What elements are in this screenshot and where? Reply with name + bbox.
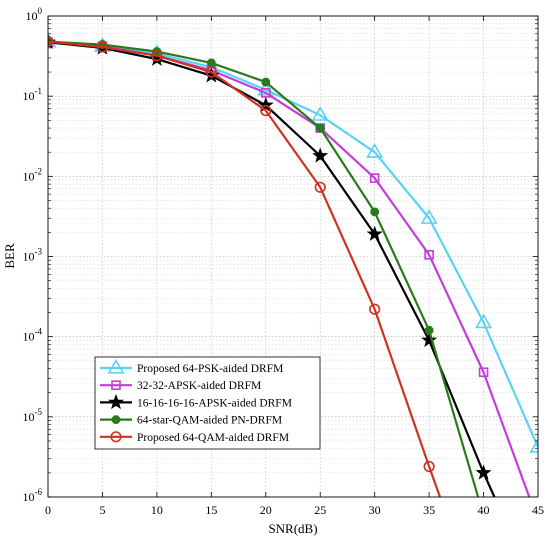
data-point <box>366 225 383 241</box>
x-tick-label: 25 <box>314 503 326 517</box>
data-point <box>366 143 384 158</box>
x-tick-label: 5 <box>99 503 105 517</box>
x-axis-label: SNR(dB) <box>268 521 317 536</box>
data-point <box>529 437 538 453</box>
data-point <box>424 326 434 335</box>
data-point <box>260 88 271 98</box>
legend-label: 32-32-APSK-aided DRFM <box>137 380 261 392</box>
data-point <box>478 367 489 378</box>
data-point <box>420 209 438 224</box>
data-point <box>421 331 438 348</box>
legend-marker <box>111 415 121 424</box>
legend-marker <box>108 394 124 410</box>
series-group <box>48 32 538 497</box>
data-point <box>369 303 381 315</box>
x-tick-label: 45 <box>532 503 544 517</box>
data-point <box>257 96 274 113</box>
tick-labels: 0 5 10 15 20 25 30 35 40 45 100 10-1 10-2 10-3 10-4 10-… <box>23 6 545 517</box>
data-point <box>261 77 271 87</box>
legend-item: 32-32-APSK-aided DRFM <box>100 380 261 392</box>
y-tick-label: 100 <box>26 6 43 23</box>
legend-label: Proposed 64-PSK-aided DRFM <box>137 363 283 375</box>
series-line <box>48 40 442 497</box>
data-point <box>312 147 329 163</box>
x-tick-label: 0 <box>45 503 51 517</box>
x-tick-label: 40 <box>478 503 490 517</box>
x-tick-label: 20 <box>260 503 272 517</box>
legend-item: Proposed 64-PSK-aided DRFM <box>100 358 283 375</box>
legend-item: 16-16-16-16-APSK-aided DRFM <box>100 394 292 410</box>
data-point <box>311 106 329 121</box>
legend-marker <box>110 431 122 443</box>
legend: Proposed 64-PSK-aided DRFM 32-32-APSK-aid… <box>94 356 321 450</box>
legend-label: 16-16-16-16-APSK-aided DRFM <box>137 397 292 409</box>
data-point <box>96 41 109 53</box>
data-point <box>475 464 492 480</box>
x-tick-label: 15 <box>205 503 217 517</box>
y-tick-label: 10-4 <box>23 327 43 344</box>
y-tick-label: 10-3 <box>23 247 43 264</box>
legend-marker <box>107 358 125 374</box>
data-point <box>315 123 325 133</box>
y-tick-label: 10-5 <box>23 407 43 424</box>
y-axis-label: BER <box>2 243 17 269</box>
x-tick-label: 10 <box>151 503 163 517</box>
y-tick-label: 10-6 <box>23 487 43 504</box>
data-point <box>260 105 272 117</box>
data-point <box>369 173 380 183</box>
y-tick-label: 10-2 <box>23 166 43 183</box>
series-line <box>48 41 496 497</box>
data-point <box>475 313 493 329</box>
data-point <box>205 66 217 78</box>
data-point <box>370 207 379 217</box>
legend-label: 64-star-QAM-aided PN-DRFM <box>137 415 282 427</box>
legend-item: 64-star-QAM-aided PN-DRFM <box>100 415 282 427</box>
ticks <box>47 15 539 498</box>
data-point <box>423 460 435 473</box>
y-tick-label: 10-1 <box>23 86 43 103</box>
data-point <box>424 250 434 260</box>
legend-box <box>94 356 321 450</box>
legend-marker <box>111 380 121 391</box>
x-tick-label: 30 <box>369 503 381 517</box>
legend-label: Proposed 64-QAM-aided DRFM <box>137 432 289 444</box>
x-tick-label: 35 <box>423 503 435 517</box>
legend-item: Proposed 64-QAM-aided DRFM <box>100 431 289 444</box>
data-point <box>207 58 216 68</box>
data-point <box>151 50 163 62</box>
data-point <box>314 181 326 193</box>
